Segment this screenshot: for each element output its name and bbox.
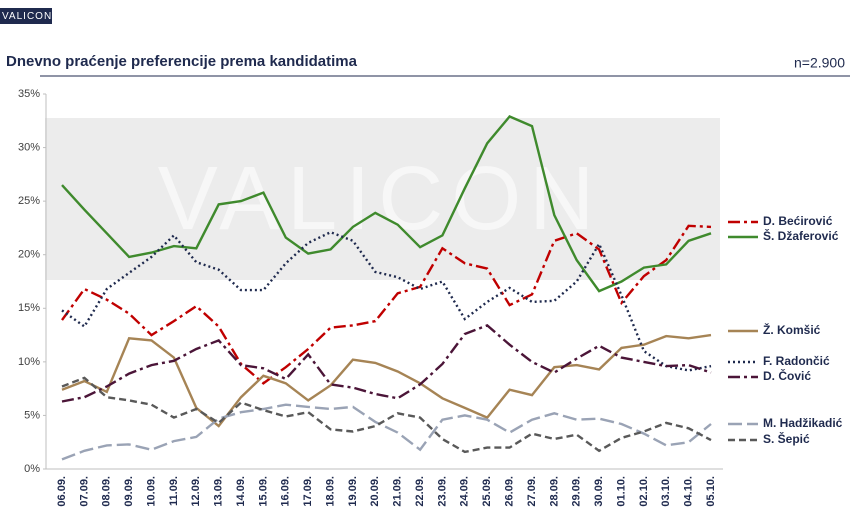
legend-label: Ž. Komšić (763, 322, 821, 337)
x-tick-label: 16.09. (280, 476, 292, 507)
legend-label: M. Hadžikadić (763, 416, 843, 430)
watermark: ADDING VALUE (111, 297, 649, 364)
x-tick-label: 17.09. (302, 476, 314, 507)
x-tick-label: 23.09. (436, 476, 448, 507)
legend-label: D. Čović (763, 368, 811, 383)
y-tick-label: 10% (18, 356, 40, 368)
x-tick-label: 12.09. (190, 476, 202, 507)
x-tick-label: 19.09. (347, 476, 359, 507)
x-tick-label: 22.09. (414, 476, 426, 507)
x-tick-label: 01.10. (615, 476, 627, 507)
x-tick-label: 05.10. (705, 476, 717, 507)
watermark: VALICON (158, 149, 602, 249)
chart-title: Dnevno praćenje preferencije prema kandi… (6, 53, 358, 70)
background-band (45, 118, 720, 280)
y-tick-label: 5% (24, 409, 40, 421)
x-tick-label: 03.10. (660, 476, 672, 507)
legend-label: D. Bećirović (763, 214, 833, 228)
x-tick-label: 21.09. (392, 476, 404, 507)
x-tick-label: 27.09. (526, 476, 538, 507)
x-tick-label: 24.09. (459, 476, 471, 507)
x-tick-label: 02.10. (638, 476, 650, 507)
y-tick-label: 25% (18, 195, 40, 207)
x-tick-label: 28.09. (548, 476, 560, 507)
y-tick-label: 0% (24, 463, 40, 475)
logo: VALICON (2, 11, 52, 22)
x-tick-label: 09.09. (123, 476, 135, 507)
chart-subtitle: n=2.900 (794, 55, 845, 71)
series-line (61, 324, 712, 403)
x-tick-label: 15.09. (257, 476, 269, 507)
legend-label: S. Šepić (763, 431, 810, 446)
x-tick-label: 29.09. (571, 476, 583, 507)
x-tick-label: 04.10. (683, 476, 695, 507)
x-tick-label: 07.09. (78, 476, 90, 507)
x-tick-label: 18.09. (324, 476, 336, 507)
x-tick-label: 25.09. (481, 476, 493, 507)
series-line (61, 224, 712, 385)
logo-box (0, 8, 52, 24)
x-tick-label: 08.09. (101, 476, 113, 507)
y-tick-label: 15% (18, 302, 40, 314)
x-tick-label: 30.09. (593, 476, 605, 507)
x-tick-label: 11.09. (168, 476, 180, 506)
series-line (61, 333, 712, 428)
y-tick-label: 30% (18, 141, 40, 153)
series-line (61, 376, 712, 454)
legend-label: F. Radončić (763, 354, 830, 368)
series-line (61, 115, 712, 293)
y-tick-label: 20% (18, 249, 40, 261)
x-tick-label: 26.09. (503, 476, 515, 507)
x-tick-label: 13.09. (213, 476, 225, 507)
x-tick-label: 20.09. (369, 476, 381, 507)
legend-label: Š. Džaferović (763, 228, 839, 243)
y-tick-label: 35% (18, 88, 40, 100)
series-line (61, 403, 712, 461)
x-tick-label: 06.09. (56, 476, 68, 507)
x-tick-label: 14.09. (235, 476, 247, 507)
x-tick-label: 10.09. (145, 476, 157, 507)
